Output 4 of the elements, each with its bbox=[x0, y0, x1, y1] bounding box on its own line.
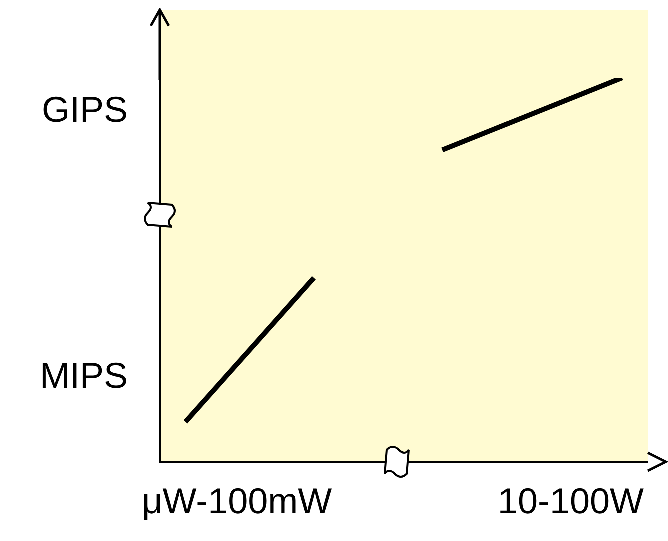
text: MIPS bbox=[40, 354, 128, 396]
x-tick-label: μW-100mW bbox=[142, 480, 332, 522]
text: GIPS bbox=[42, 88, 128, 130]
x-tick-label: 10-100W bbox=[498, 480, 644, 522]
